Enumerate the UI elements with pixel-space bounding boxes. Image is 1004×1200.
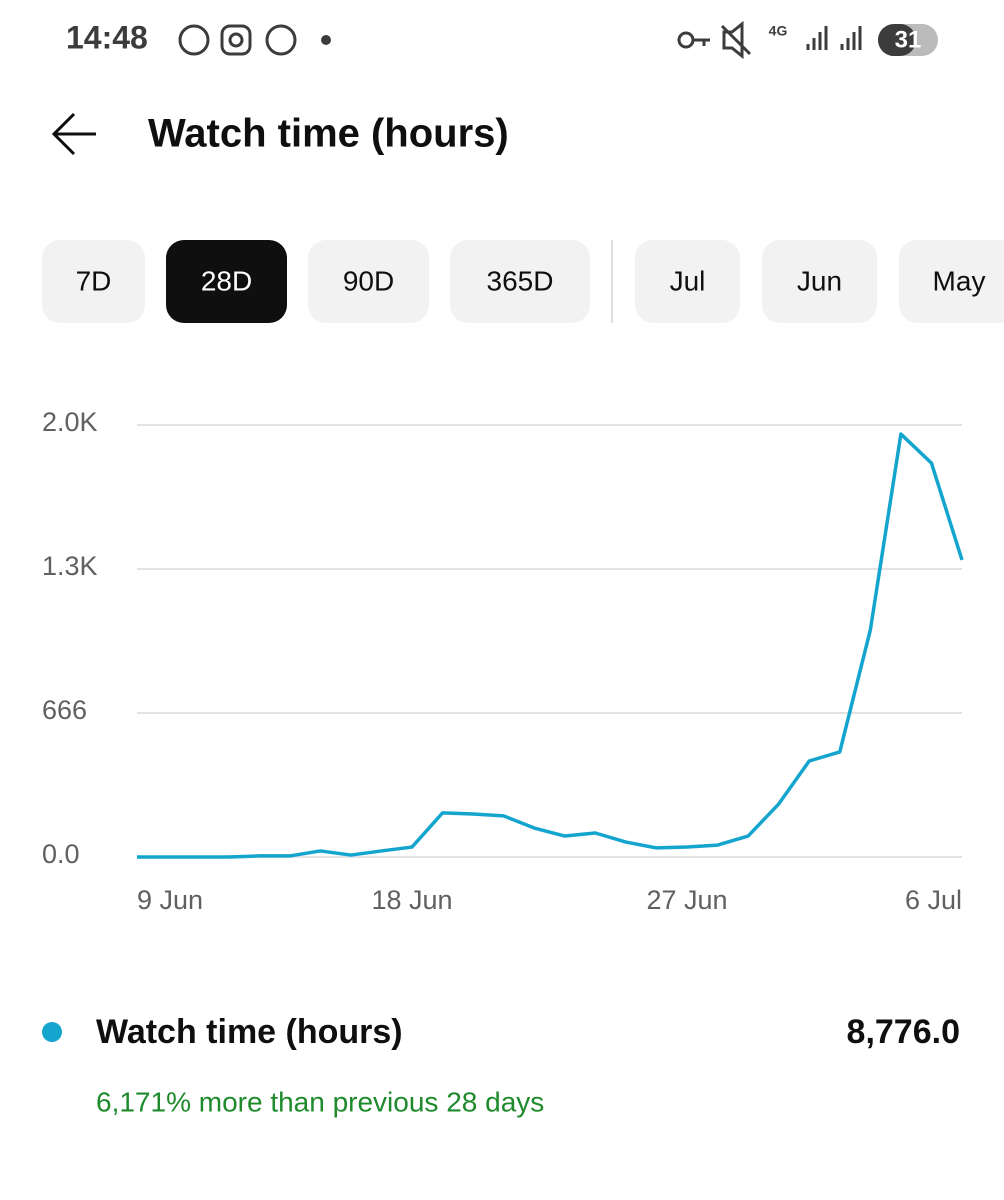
tab-label[interactable]: 7D [76, 265, 112, 296]
y-tick-label: 666 [42, 695, 87, 725]
x-tick-label: 6 Jul [905, 885, 962, 915]
tab[interactable]: Jul [635, 240, 740, 323]
page-title: Watch time (hours) [148, 112, 509, 156]
y-tick-label: 0.0 [42, 839, 80, 869]
status-time: 14:48 [66, 19, 148, 55]
tab-label[interactable]: Jul [670, 265, 706, 296]
tab-bar: 7D 28D 90D 365D Jul Jun May [42, 240, 1004, 323]
tab[interactable]: 7D [42, 240, 145, 323]
tab[interactable]: 28D [166, 240, 287, 323]
status-system-icons [677, 20, 862, 60]
x-tick-label: 9 Jun [137, 885, 203, 915]
tab[interactable]: 365D [450, 240, 590, 323]
battery-level [878, 24, 916, 56]
tab-background[interactable] [166, 240, 287, 323]
y-tick-label: 2.0K [42, 407, 98, 437]
back-button[interactable] [51, 112, 96, 156]
tab-background[interactable] [308, 240, 429, 323]
status-network: 4G [769, 23, 788, 39]
tab-label[interactable]: 28D [201, 265, 252, 296]
x-tick-label: 18 Jun [371, 885, 452, 915]
tab-background[interactable] [762, 240, 877, 323]
tab-background[interactable] [450, 240, 590, 323]
legend-marker [42, 1022, 62, 1042]
total-value: 8,776.0 [847, 1013, 960, 1051]
tab-label[interactable]: Jun [797, 265, 842, 296]
tab-background[interactable] [635, 240, 740, 323]
x-tick-label: 27 Jun [646, 885, 727, 915]
battery-text: 31 [895, 26, 922, 53]
tab-label[interactable]: 365D [487, 265, 554, 296]
y-tick-label: 1.3K [42, 551, 98, 581]
tab[interactable]: Jun [762, 240, 877, 323]
status-dot [321, 35, 331, 45]
status-app-icons [178, 24, 297, 56]
chart: 0.0 666 1.3K 2.0K 9 Jun 18 Jun 27 Jun 6 Jul [42, 407, 964, 915]
tab-background[interactable] [42, 240, 145, 323]
tab-background[interactable] [899, 240, 1004, 323]
tab[interactable]: May [899, 240, 1004, 323]
tab-label[interactable]: May [933, 265, 986, 296]
tab[interactable]: 90D [308, 240, 429, 323]
comparison-text: 6,171% more than previous 28 days [96, 1086, 544, 1117]
tab-label[interactable]: 90D [343, 265, 394, 296]
legend-label: Watch time (hours) [96, 1013, 403, 1051]
data-line [137, 432, 964, 859]
